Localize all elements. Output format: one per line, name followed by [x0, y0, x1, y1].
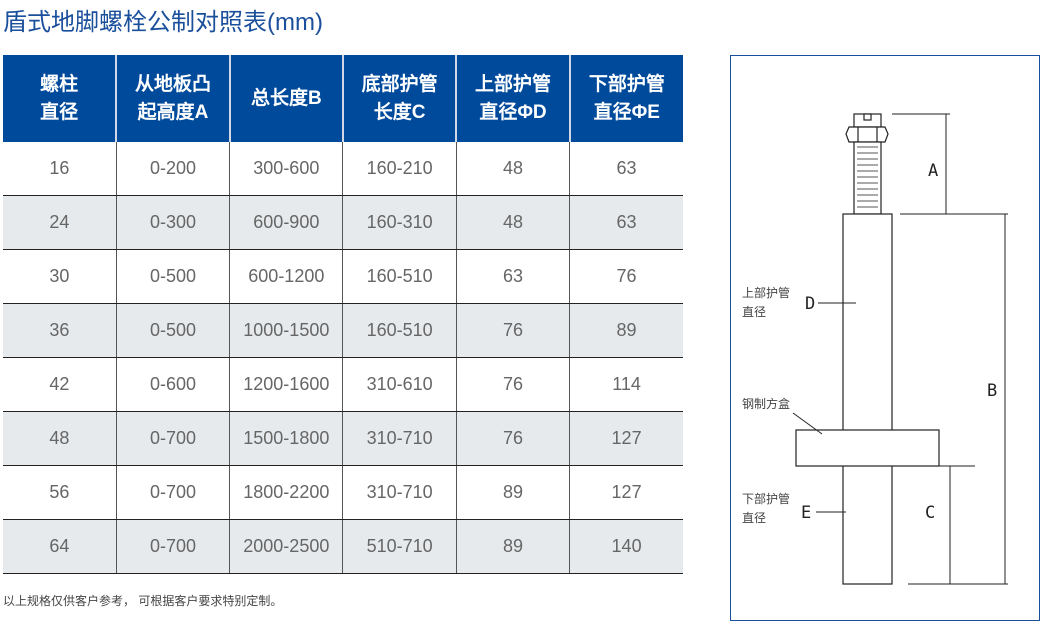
column-header-line: 下部护管: [588, 73, 665, 95]
box-leader: [792, 412, 823, 435]
lower-tube-label-2: 直径: [742, 511, 766, 525]
hex-nut: [845, 126, 889, 143]
table-cell: 510-710: [342, 519, 457, 574]
table-cell: 48: [455, 142, 570, 196]
table-cell: 63: [569, 195, 683, 250]
column-header-line: 起高度A: [137, 101, 209, 123]
table-cell: 600-900: [229, 195, 343, 250]
table-cell: 64: [3, 519, 117, 574]
table-cell: 42: [3, 357, 117, 412]
dim-e-label: E: [801, 503, 811, 523]
table-row: 64 0-700 2000-2500 510-710 89 140: [3, 519, 683, 574]
table-cell: 48: [3, 411, 117, 466]
table-cell: 0-700: [115, 465, 230, 520]
table-cell: 16: [3, 142, 117, 196]
dim-c-label: C: [925, 503, 935, 523]
table-cell: 0-700: [115, 519, 230, 574]
column-header-line: 长度C: [373, 101, 426, 123]
page-title: 盾式地脚螺栓公制对照表(mm): [3, 9, 323, 36]
dim-a-label: A: [928, 161, 938, 181]
table-cell: 24: [3, 195, 117, 250]
column-header-line: 上部护管: [474, 73, 551, 95]
column-header-line: 总长度B: [250, 87, 322, 109]
table-row: 30 0-500 600-1200 160-510 63 76: [3, 249, 683, 304]
table-cell: 300-600: [229, 142, 343, 196]
bolt-slot: [863, 113, 872, 121]
table-cell: 76: [569, 249, 683, 304]
column-header-line: 直径ΦD: [479, 101, 547, 123]
footnote: 以上规格仅供客户参考， 可根据客户要求特别定制。: [3, 594, 283, 608]
table-row: 16 0-200 300-600 160-210 48 63: [3, 142, 683, 196]
table-cell: 56: [3, 465, 117, 520]
table-cell: 76: [455, 411, 570, 466]
table-cell: 0-300: [115, 195, 230, 250]
table-cell: 2000-2500: [229, 519, 343, 574]
table-cell: 89: [455, 519, 570, 574]
column-header: 下部护管直径ΦE: [568, 55, 683, 142]
table-cell: 1500-1800: [229, 411, 343, 466]
table-cell: 600-1200: [229, 249, 343, 304]
column-header-line: 直径ΦE: [593, 101, 660, 123]
table-cell: 1000-1500: [229, 303, 343, 358]
column-header: 上部护管直径ΦD: [455, 55, 570, 142]
dim-d-label: D: [805, 294, 815, 314]
table-cell: 48: [455, 195, 570, 250]
column-header: 螺柱 直径: [3, 55, 117, 142]
upper-tube-label-2: 直径: [742, 305, 766, 319]
diagram-frame: [730, 55, 1040, 621]
table-cell: 1800-2200: [229, 465, 343, 520]
column-header: 底部护管长度C: [341, 55, 457, 142]
table-cell: 0-600: [115, 357, 230, 412]
column-header-line: 直径: [40, 101, 79, 123]
table-row: 48 0-700 1500-1800 310-710 76 127: [3, 411, 683, 466]
lower-tube-label-1: 下部护管: [742, 491, 790, 506]
table-row: 56 0-700 1800-2200 310-710 89 127: [3, 465, 683, 520]
table-cell: 76: [455, 357, 570, 412]
table-cell: 0-200: [115, 142, 230, 196]
spec-table: 螺柱 直径 从地板凸 起高度A 总长度B 底部护管 长度C 上部护管 直径ΦD 下部护管 直径ΦE …: [3, 55, 683, 574]
table-cell: 0-500: [115, 249, 230, 304]
table-cell: 127: [569, 411, 683, 466]
column-header-line: 螺柱: [40, 73, 79, 95]
table-row: 24 0-300 600-900 160-310 48 63: [3, 195, 683, 250]
table-cell: 160-510: [342, 249, 457, 304]
table-cell: 30: [3, 249, 117, 304]
table-row: 42 0-600 1200-1600 310-610 76 114: [3, 357, 683, 412]
thread: [853, 141, 882, 215]
table-cell: 310-710: [342, 465, 457, 520]
table-cell: 160-510: [342, 303, 457, 358]
table-row: 36 0-500 1000-1500 160-510 76 89: [3, 303, 683, 358]
table-cell: 0-700: [115, 411, 230, 466]
dim-b-label: B: [987, 381, 997, 401]
column-header: 从地板凸起高度A: [115, 55, 230, 142]
protective-tube: [842, 213, 893, 585]
table-cell: 89: [455, 465, 570, 520]
table-cell: 76: [455, 303, 570, 358]
upper-tube-label-1: 上部护管: [742, 285, 790, 300]
column-header-line: 底部护管: [361, 73, 438, 95]
table-cell: 310-710: [342, 411, 457, 466]
table-cell: 310-610: [342, 357, 457, 412]
table-cell: 127: [569, 465, 683, 520]
table-cell: 36: [3, 303, 117, 358]
column-header: 总长度B: [228, 55, 343, 142]
table-cell: 1200-1600: [229, 357, 343, 412]
table-cell: 160-210: [342, 142, 457, 196]
table-cell: 114: [569, 357, 683, 412]
box-label: 钢制方盒: [742, 396, 790, 411]
table-cell: 0-500: [115, 303, 230, 358]
table-cell: 140: [569, 519, 683, 574]
table-cell: 63: [455, 249, 570, 304]
table-cell: 63: [569, 142, 683, 196]
column-header-line: 从地板凸: [134, 73, 211, 95]
table-cell: 160-310: [342, 195, 457, 250]
steel-box: [795, 429, 940, 467]
table-cell: 89: [569, 303, 683, 358]
